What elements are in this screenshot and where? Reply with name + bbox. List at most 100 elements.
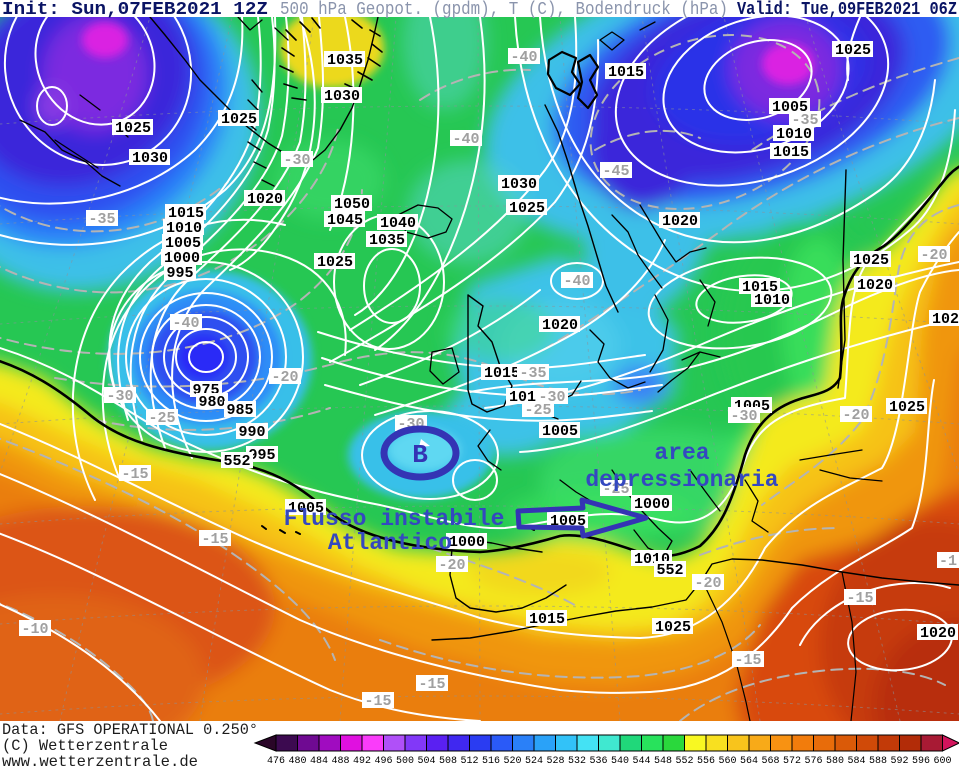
svg-text:-35: -35 — [519, 365, 546, 382]
svg-text:-25: -25 — [148, 410, 175, 427]
svg-text:1035: 1035 — [369, 232, 405, 249]
svg-text:564: 564 — [740, 756, 758, 767]
svg-text:1030: 1030 — [132, 150, 168, 167]
svg-text:1020: 1020 — [857, 277, 893, 294]
svg-text:1020: 1020 — [542, 317, 578, 334]
svg-text:Valid: Tue,09FEB2021 06Z: Valid: Tue,09FEB2021 06Z — [737, 0, 957, 20]
svg-text:484: 484 — [310, 756, 328, 767]
svg-text:-40: -40 — [172, 315, 199, 332]
svg-text:-25: -25 — [524, 402, 551, 419]
svg-text:-15: -15 — [734, 652, 761, 669]
svg-text:1015: 1015 — [168, 205, 204, 222]
svg-text:552: 552 — [656, 562, 683, 579]
svg-text:Atlantico: Atlantico — [328, 530, 452, 556]
svg-text:508: 508 — [439, 756, 457, 767]
svg-text:-10: -10 — [21, 621, 48, 638]
svg-text:-20: -20 — [438, 557, 465, 574]
svg-text:1045: 1045 — [327, 212, 363, 229]
svg-text:985: 985 — [226, 402, 253, 419]
svg-text:1005: 1005 — [165, 235, 201, 252]
svg-text:568: 568 — [761, 756, 779, 767]
svg-text:1020: 1020 — [662, 213, 698, 230]
svg-text:-30: -30 — [106, 388, 133, 405]
svg-text:520: 520 — [503, 756, 521, 767]
svg-text:488: 488 — [331, 756, 349, 767]
svg-text:990: 990 — [238, 424, 265, 441]
svg-text:(C) Wetterzentrale: (C) Wetterzentrale — [2, 737, 168, 755]
svg-text:492: 492 — [353, 756, 371, 767]
svg-text:-20: -20 — [842, 407, 869, 424]
svg-text:540: 540 — [611, 756, 629, 767]
svg-text:1000: 1000 — [449, 534, 485, 551]
svg-text:1010: 1010 — [776, 126, 812, 143]
svg-text:1010: 1010 — [166, 220, 202, 237]
svg-text:1025: 1025 — [889, 399, 925, 416]
svg-text:-40: -40 — [510, 49, 537, 66]
svg-text:512: 512 — [460, 756, 478, 767]
svg-text:592: 592 — [890, 756, 908, 767]
svg-text:516: 516 — [482, 756, 500, 767]
svg-text:1020: 1020 — [920, 625, 956, 642]
svg-text:588: 588 — [869, 756, 887, 767]
svg-text:1025: 1025 — [853, 252, 889, 269]
svg-text:-15: -15 — [201, 531, 228, 548]
svg-text:995: 995 — [248, 447, 275, 464]
svg-text:-15: -15 — [121, 466, 148, 483]
svg-text:528: 528 — [546, 756, 564, 767]
svg-text:1025: 1025 — [221, 111, 257, 128]
svg-text:1025: 1025 — [655, 619, 691, 636]
svg-text:-20: -20 — [271, 369, 298, 386]
svg-text:552: 552 — [223, 453, 250, 470]
svg-text:1050: 1050 — [334, 196, 370, 213]
svg-text:-15: -15 — [418, 676, 445, 693]
svg-text:980: 980 — [198, 394, 225, 411]
svg-text:-40: -40 — [452, 131, 479, 148]
svg-text:596: 596 — [912, 756, 930, 767]
svg-text:496: 496 — [374, 756, 392, 767]
svg-text:1030: 1030 — [501, 176, 537, 193]
svg-text:500 hPa Geopot. (gpdm), T (C),: 500 hPa Geopot. (gpdm), T (C), Bodendruc… — [280, 0, 728, 20]
svg-text:-1: -1 — [939, 553, 957, 570]
svg-text:600: 600 — [933, 756, 951, 767]
svg-text:-25: -25 — [602, 481, 629, 498]
svg-text:-15: -15 — [846, 590, 873, 607]
svg-text:-20: -20 — [920, 247, 947, 264]
svg-text:1005: 1005 — [288, 500, 324, 517]
svg-text:1015: 1015 — [773, 144, 809, 161]
svg-text:536: 536 — [589, 756, 607, 767]
svg-text:www.wetterzentrale.de: www.wetterzentrale.de — [2, 753, 198, 770]
svg-text:depressionaria: depressionaria — [585, 467, 778, 493]
svg-text:-35: -35 — [791, 112, 818, 129]
svg-text:1040: 1040 — [380, 215, 416, 232]
svg-text:1010: 1010 — [754, 292, 790, 309]
svg-text:556: 556 — [697, 756, 715, 767]
svg-text:B: B — [412, 440, 428, 470]
svg-text:1025: 1025 — [317, 254, 353, 271]
svg-text:1000: 1000 — [164, 250, 200, 267]
svg-text:-35: -35 — [88, 211, 115, 228]
svg-text:1025: 1025 — [115, 120, 151, 137]
svg-text:544: 544 — [632, 756, 650, 767]
svg-text:524: 524 — [525, 756, 543, 767]
svg-text:480: 480 — [288, 756, 306, 767]
svg-text:1000: 1000 — [634, 496, 670, 513]
svg-text:548: 548 — [654, 756, 672, 767]
svg-text:552: 552 — [675, 756, 693, 767]
svg-text:500: 500 — [396, 756, 414, 767]
svg-text:532: 532 — [568, 756, 586, 767]
svg-text:572: 572 — [783, 756, 801, 767]
svg-text:1015: 1015 — [529, 611, 565, 628]
svg-text:1025: 1025 — [509, 200, 545, 217]
svg-text:476: 476 — [267, 756, 285, 767]
svg-text:-30: -30 — [283, 152, 310, 169]
svg-text:504: 504 — [417, 756, 435, 767]
svg-text:-20: -20 — [694, 575, 721, 592]
svg-text:-30: -30 — [730, 408, 757, 425]
svg-text:-40: -40 — [563, 273, 590, 290]
svg-text:995: 995 — [166, 265, 193, 282]
svg-text:Data: GFS OPERATIONAL 0.250°: Data: GFS OPERATIONAL 0.250° — [2, 721, 258, 739]
svg-text:1020: 1020 — [932, 311, 959, 328]
svg-text:-45: -45 — [602, 163, 629, 180]
svg-text:1015: 1015 — [484, 365, 520, 382]
svg-text:584: 584 — [847, 756, 865, 767]
